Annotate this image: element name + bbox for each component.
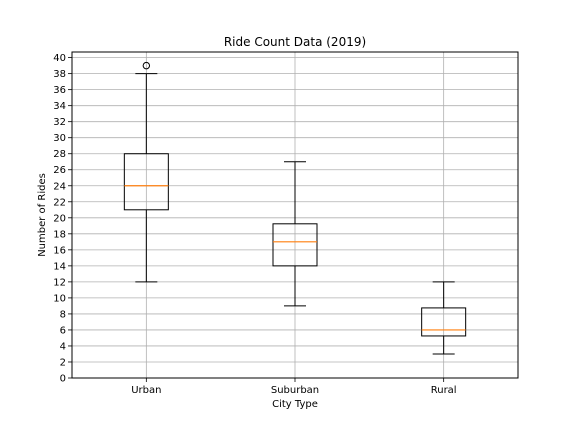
y-tick-label: 24 [53,181,66,192]
y-tick-label: 0 [60,374,66,385]
y-axis-label: Number of Rides [37,173,48,257]
x-tick-label: Urban [131,385,161,396]
y-tick-label: 14 [53,261,66,272]
iqr-box [421,307,467,337]
x-axis-label: City Type [272,399,318,410]
y-tick-label: 18 [53,229,66,240]
chart-title: Ride Count Data (2019) [224,35,366,49]
y-tick-label: 30 [53,133,66,144]
y-tick-label: 36 [53,85,66,96]
plot-frame [71,51,519,379]
y-tick-label: 2 [60,357,66,368]
y-tick-label: 38 [53,69,66,80]
box-suburban [272,161,318,307]
box-rural [421,281,467,355]
y-tick-label: 12 [53,277,66,288]
y-tick-label: 32 [53,117,66,128]
y-tick-label: 20 [53,213,66,224]
iqr-box [123,153,169,211]
y-tick-label: 40 [53,53,66,64]
y-tick-label: 6 [60,325,66,336]
iqr-box [272,223,318,267]
box-urban [123,61,169,283]
outlier-point [142,61,151,70]
x-tick-label: Rural [431,385,457,396]
y-tick-label: 8 [60,309,66,320]
y-tick-label: 16 [53,245,66,256]
y-tick-label: 28 [53,149,66,160]
x-tick-label: Suburban [271,385,319,396]
y-tick-label: 22 [53,197,66,208]
x-axis-ticks: Urban Suburban Rural [131,378,457,396]
box-series [123,61,467,355]
y-tick-label: 34 [53,101,66,112]
y-tick-label: 4 [60,341,66,352]
y-tick-label: 10 [53,293,66,304]
y-tick-label: 26 [53,165,66,176]
